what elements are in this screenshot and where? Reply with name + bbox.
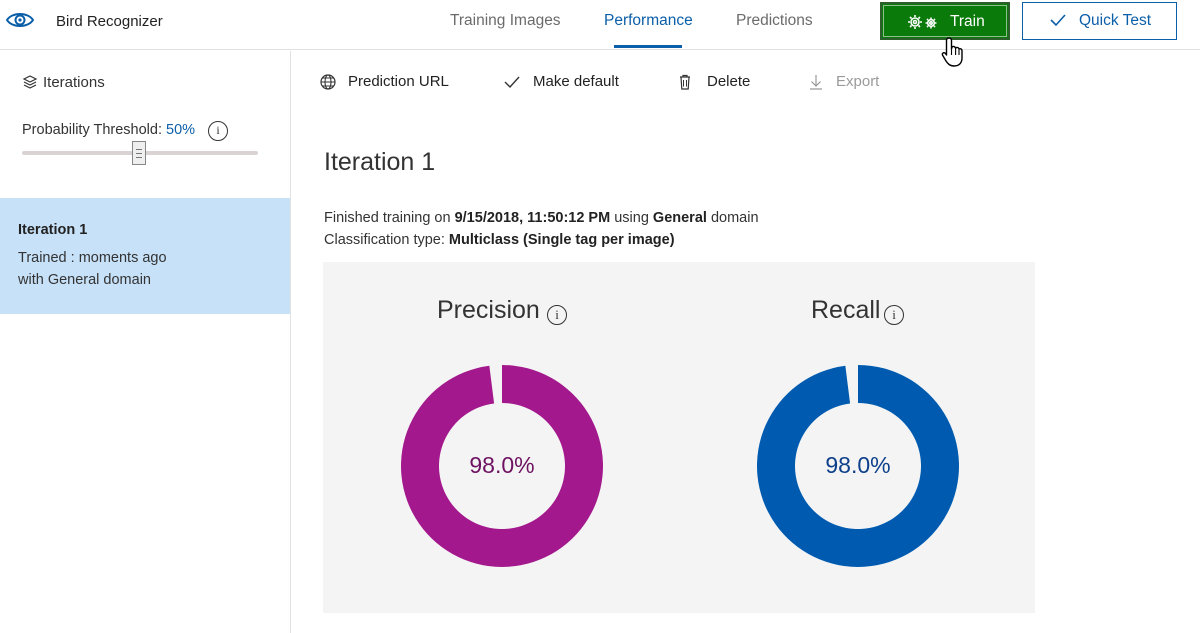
classification-value: Multiclass (Single tag per image) <box>448 232 675 248</box>
layers-icon <box>22 75 38 89</box>
quick-test-button[interactable]: Quick Test <box>1022 2 1177 40</box>
recall-donut <box>757 365 959 567</box>
recall-value: 98.0% <box>825 452 891 478</box>
eye-icon[interactable] <box>5 8 35 32</box>
checkmark-icon <box>504 76 520 89</box>
classification-info-line: Classification type: Multiclass (Single … <box>324 232 675 248</box>
domain-name: General <box>652 210 707 226</box>
threshold-slider-handle[interactable] <box>132 141 146 165</box>
iteration-list-item[interactable]: Iteration 1 Trained : moments ago with G… <box>0 198 290 314</box>
probability-threshold-label: Probability Threshold: 50% <box>22 122 195 138</box>
trash-icon <box>680 74 690 90</box>
precision-title: Precision <box>437 296 540 324</box>
threshold-info-icon[interactable]: i <box>208 121 228 141</box>
threshold-label-text: Probability Threshold: <box>22 122 162 138</box>
using-word: using <box>614 210 649 226</box>
app-title: Bird Recognizer <box>56 13 163 30</box>
tab-performance[interactable]: Performance <box>604 12 693 29</box>
download-icon <box>810 75 822 90</box>
finished-prefix: Finished training on <box>324 210 451 226</box>
domain-suffix: domain <box>710 210 759 226</box>
prediction-url-button[interactable]: Prediction URL <box>348 73 449 90</box>
gears-icon <box>908 15 937 29</box>
precision-donut <box>401 365 603 567</box>
training-info-line: Finished training on 9/15/2018, 11:50:12… <box>324 210 759 226</box>
iteration-title: Iteration 1 <box>324 148 436 176</box>
precision-arc <box>401 365 603 567</box>
top-header: Bird Recognizer Training Images Performa… <box>0 0 1200 50</box>
threshold-value: 50% <box>166 122 196 138</box>
iteration-item-domain: with General domain <box>18 272 151 288</box>
train-button[interactable]: Train <box>880 2 1010 40</box>
train-label: Train <box>950 13 985 30</box>
make-default-button[interactable]: Make default <box>533 73 619 90</box>
active-tab-indicator <box>614 45 682 48</box>
recall-arc <box>757 365 959 567</box>
globe-icon <box>320 74 336 90</box>
classification-prefix: Classification type: <box>324 232 445 248</box>
iterations-sidebar: Iterations Probability Threshold: 50% i … <box>0 51 291 633</box>
iterations-heading: Iterations <box>43 74 105 91</box>
precision-info-icon[interactable]: i <box>547 305 567 325</box>
tab-predictions[interactable]: Predictions <box>736 12 813 29</box>
delete-button[interactable]: Delete <box>707 73 751 90</box>
checkmark-icon <box>1050 14 1066 27</box>
hand-cursor-icon <box>941 37 963 67</box>
precision-value: 98.0% <box>469 452 535 478</box>
tab-training-images[interactable]: Training Images <box>450 12 561 29</box>
export-button: Export <box>836 73 880 90</box>
recall-title: Recall <box>811 296 881 324</box>
iteration-item-title: Iteration 1 <box>18 222 88 238</box>
recall-info-icon[interactable]: i <box>884 305 904 325</box>
quick-test-label: Quick Test <box>1079 12 1152 29</box>
metrics-panel: Precision i 98.0% Recall i 98.0% <box>323 262 1035 613</box>
finished-date: 9/15/2018, 11:50:12 PM <box>454 210 611 226</box>
iteration-item-trained: Trained : moments ago <box>18 250 167 266</box>
